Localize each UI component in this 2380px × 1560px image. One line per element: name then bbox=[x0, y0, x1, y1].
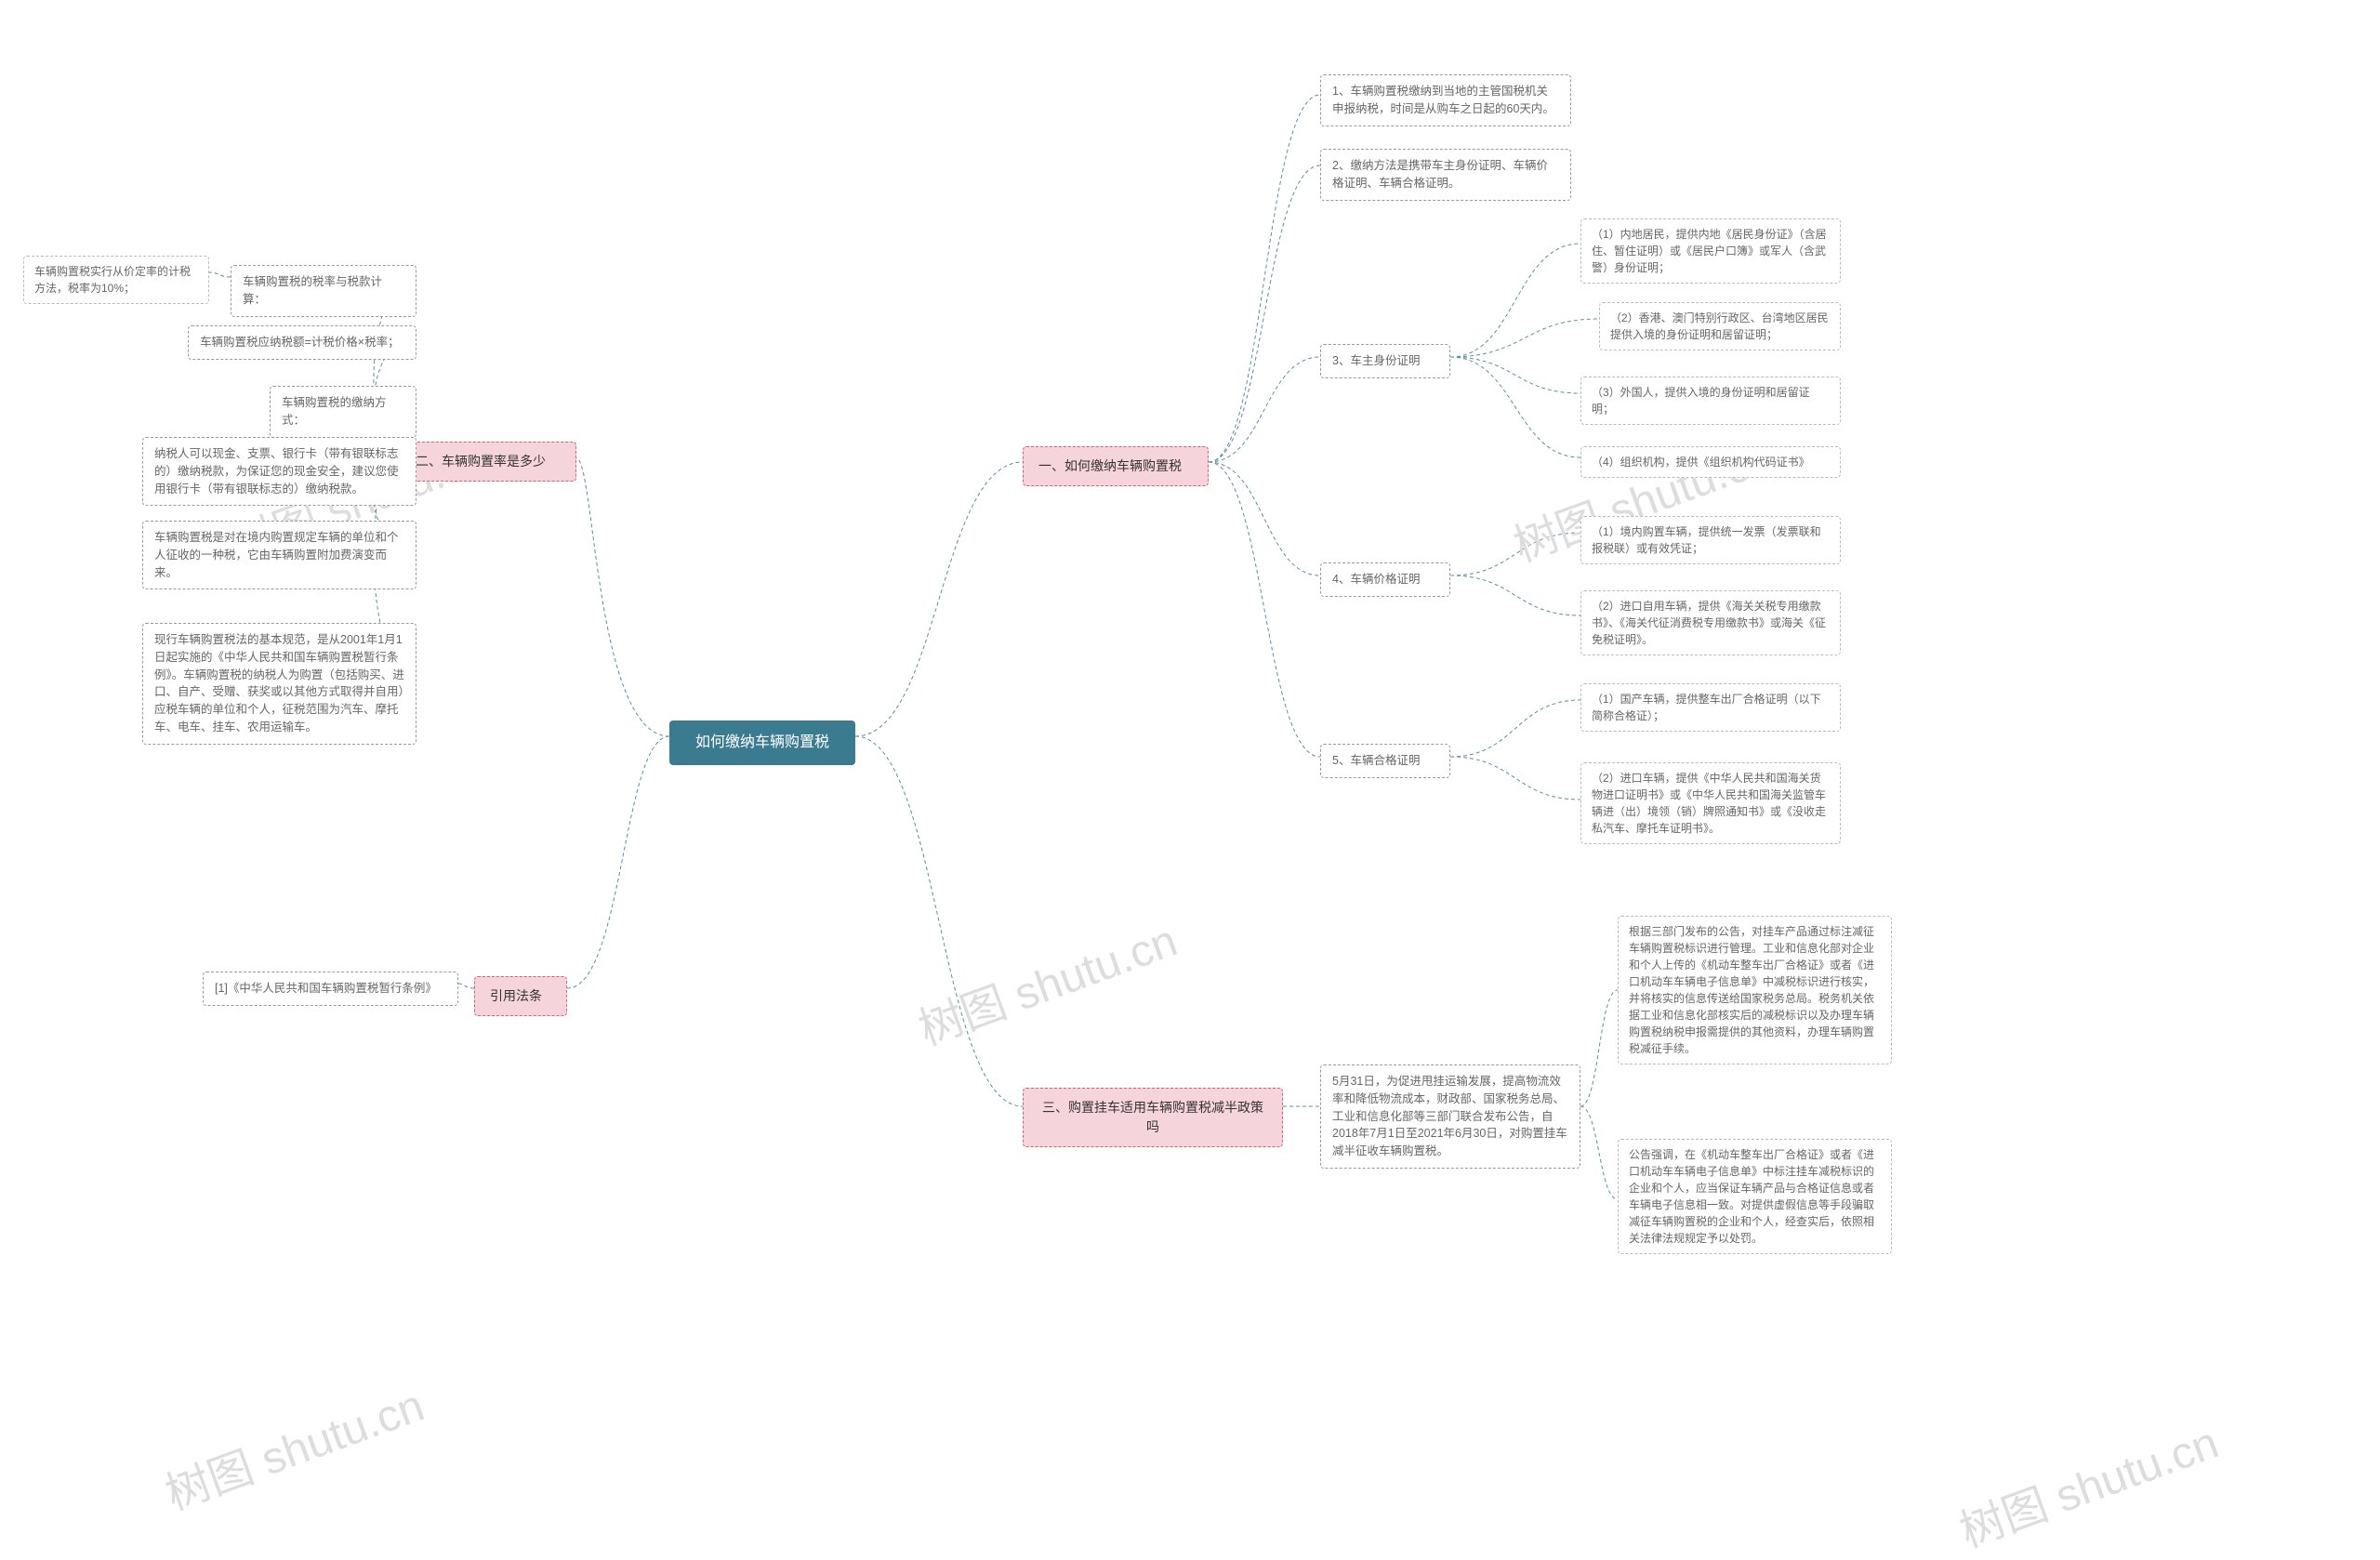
s1-n5[interactable]: 5、车辆合格证明 bbox=[1320, 744, 1450, 778]
s1-n5-2[interactable]: （2）进口车辆，提供《中华人民共和国海关货物进口证明书》或《中华人民共和国海关监… bbox=[1580, 762, 1841, 844]
s3-n1-1[interactable]: 根据三部门发布的公告，对挂车产品通过标注减征车辆购置税标识进行管理。工业和信息化… bbox=[1618, 916, 1892, 1064]
s3-n1-2[interactable]: 公告强调，在《机动车整车出厂合格证》或者《进口机动车车辆电子信息单》中标注挂车减… bbox=[1618, 1139, 1892, 1254]
branch-citations[interactable]: 引用法条 bbox=[474, 976, 567, 1016]
s1-n3-4[interactable]: （4）组织机构，提供《组织机构代码证书》 bbox=[1580, 446, 1841, 478]
s1-n3-2[interactable]: （2）香港、澳门特别行政区、台湾地区居民提供入境的身份证明和居留证明； bbox=[1599, 302, 1841, 350]
s1-n4-1[interactable]: （1）境内购置车辆，提供统一发票（发票联和报税联）或有效凭证； bbox=[1580, 516, 1841, 564]
root-node[interactable]: 如何缴纳车辆购置税 bbox=[669, 721, 855, 765]
watermark: 树图 shutu.cn bbox=[908, 904, 1184, 1057]
s4-n1[interactable]: [1]《中华人民共和国车辆购置税暂行条例》 bbox=[203, 972, 458, 1006]
s2-n5[interactable]: 车辆购置税是对在境内购置规定车辆的单位和个人征收的一种税，它由车辆购置附加费演变… bbox=[142, 521, 416, 589]
watermark: 树图 shutu.cn bbox=[155, 1368, 431, 1522]
s1-n2[interactable]: 2、缴纳方法是携带车主身份证明、车辆价格证明、车辆合格证明。 bbox=[1320, 149, 1571, 201]
s3-n1[interactable]: 5月31日，为促进甩挂运输发展，提高物流效率和降低物流成本，财政部、国家税务总局… bbox=[1320, 1064, 1580, 1169]
s2-n4[interactable]: 纳税人可以现金、支票、银行卡（带有银联标志的）缴纳税款，为保证您的现金安全，建议… bbox=[142, 437, 416, 506]
s1-n4-2[interactable]: （2）进口自用车辆，提供《海关关税专用缴款书》、《海关代征消费税专用缴款书》或海… bbox=[1580, 590, 1841, 655]
s2-n2[interactable]: 车辆购置税应纳税额=计税价格×税率； bbox=[188, 325, 416, 360]
branch-tax-rate[interactable]: 二、车辆购置率是多少 bbox=[400, 442, 576, 482]
branch-trailer-policy[interactable]: 三、购置挂车适用车辆购置税减半政策吗 bbox=[1023, 1088, 1283, 1147]
s2-n6[interactable]: 现行车辆购置税法的基本规范，是从2001年1月1日起实施的《中华人民共和国车辆购… bbox=[142, 623, 416, 745]
s2-n1[interactable]: 车辆购置税的税率与税款计算： bbox=[231, 265, 416, 317]
s2-n1-1[interactable]: 车辆购置税实行从价定率的计税方法，税率为10%； bbox=[23, 256, 209, 304]
s1-n1[interactable]: 1、车辆购置税缴纳到当地的主管国税机关申报纳税，时间是从购车之日起的60天内。 bbox=[1320, 74, 1571, 126]
s1-n3[interactable]: 3、车主身份证明 bbox=[1320, 344, 1450, 378]
s1-n5-1[interactable]: （1）国产车辆，提供整车出厂合格证明（以下简称合格证）； bbox=[1580, 683, 1841, 732]
s2-n3[interactable]: 车辆购置税的缴纳方式： bbox=[270, 386, 416, 438]
s1-n3-1[interactable]: （1）内地居民，提供内地《居民身份证》（含居住、暂住证明）或《居民户口簿》或军人… bbox=[1580, 218, 1841, 284]
branch-how-to-pay[interactable]: 一、如何缴纳车辆购置税 bbox=[1023, 446, 1209, 486]
watermark: 树图 shutu.cn bbox=[1950, 1406, 2226, 1559]
s1-n4[interactable]: 4、车辆价格证明 bbox=[1320, 562, 1450, 597]
s1-n3-3[interactable]: （3）外国人，提供入境的身份证明和居留证明； bbox=[1580, 377, 1841, 425]
